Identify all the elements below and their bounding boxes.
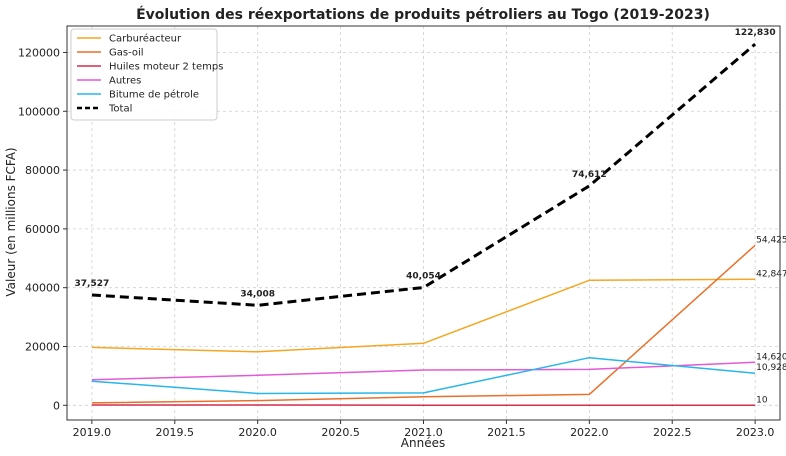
series-line-autres (91, 361, 756, 381)
y-axis-label: Valeur (en millions FCFA) (4, 147, 18, 296)
chart-title: Évolution des réexportations de produits… (136, 6, 710, 23)
x-tick-label: 2022.5 (653, 426, 692, 439)
end-value-label-gas-oil: 54,425 (756, 235, 786, 245)
data-labels-layer: 37,527 34,008 40,054 74,612 122,830 54,425 42,… (75, 28, 786, 405)
series-line-carbureacteur (91, 278, 756, 353)
end-value-label-bitume-de-petrole: 10,928 (756, 363, 786, 373)
x-tick-label: 2022.0 (570, 426, 609, 439)
total-data-label: 37,527 (75, 279, 110, 289)
x-axis-ticks: 2019.0 2019.5 2020.0 2020.5 2021.0 2021.5 2022… (73, 420, 775, 439)
series-line-bitume-de-petrole (91, 356, 756, 395)
y-tick-label: 20000 (25, 340, 60, 353)
total-data-label: 34,008 (240, 289, 275, 299)
y-tick-label: 0 (53, 399, 60, 412)
end-value-label-carbureacteur: 42,847 (756, 269, 786, 279)
x-axis-label: Années (401, 436, 445, 450)
legend-label-carbureacteur: Carburéacteur (109, 33, 182, 45)
legend-label-huiles-moteur-2-temps: Huiles moteur 2 temps (109, 62, 223, 73)
legend-box (70, 28, 218, 121)
total-data-label: 122,830 (735, 28, 776, 38)
legend-label-bitume-de-petrole: Bitume de pétrole (109, 89, 199, 101)
grid-lines (67, 26, 780, 420)
series-layer (91, 42, 757, 407)
total-data-label: 74,612 (572, 170, 607, 180)
end-value-label-autres: 14,620 (756, 352, 786, 362)
y-axis-ticks: 0 20000 40000 60000 80000 100000 120000 (18, 46, 67, 412)
y-tick-label: 120000 (18, 46, 60, 59)
x-tick-label: 2020.0 (238, 426, 277, 439)
legend-label-gas-oil: Gas-oil (109, 48, 144, 59)
x-tick-label: 2021.0 (404, 426, 443, 439)
y-tick-label: 60000 (25, 223, 60, 236)
x-tick-label: 2020.5 (321, 426, 360, 439)
x-tick-label: 2019.0 (73, 426, 112, 439)
total-data-label: 40,054 (406, 272, 441, 282)
series-line-gas-oil (91, 244, 756, 404)
y-tick-label: 80000 (25, 164, 60, 177)
x-tick-label: 2019.5 (156, 426, 195, 439)
y-tick-label: 40000 (25, 282, 60, 295)
legend-label-total: Total (108, 104, 132, 115)
end-value-label-huiles-moteur-2-temps: 10 (756, 395, 768, 405)
legend: Carburéacteur Gas-oil Huiles moteur 2 temp… (70, 28, 223, 121)
legend-label-autres: Autres (109, 76, 141, 87)
x-tick-label: 2021.5 (487, 426, 526, 439)
x-tick-label: 2023.0 (736, 426, 775, 439)
y-tick-label: 100000 (18, 105, 60, 118)
